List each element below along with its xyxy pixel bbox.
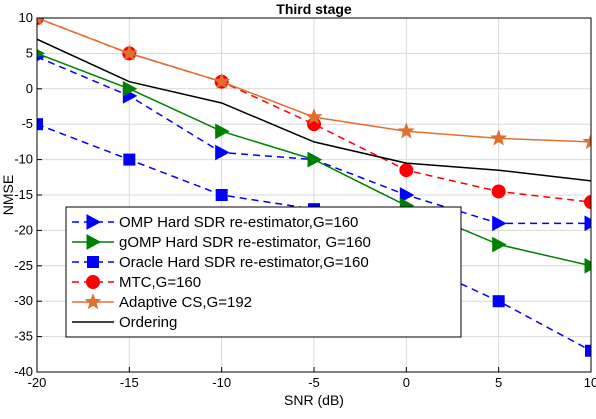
data-point [216,190,227,201]
series-mtc-g-160 [31,12,596,209]
y-tick-label: -15 [14,187,33,202]
legend-label: gOMP Hard SDR re-estimator, G=160 [119,234,371,251]
legend-marker [87,276,100,289]
y-tick-label: -35 [14,329,33,344]
y-tick-label: 0 [26,81,33,96]
y-tick-label: 10 [19,10,33,25]
legend-label: Oracle Hard SDR re-estimator,G=160 [119,254,369,271]
y-tick-label: -25 [14,258,33,273]
y-tick-label: -20 [14,222,33,237]
x-tick-label: -15 [120,375,139,390]
x-tick-label: 5 [495,375,502,390]
data-point [584,134,596,148]
y-tick-label: -40 [14,364,33,379]
data-point [492,185,505,198]
y-tick-label: -30 [14,293,33,308]
legend-label: Ordering [119,314,177,331]
y-axis-label: NMSE [0,175,16,215]
legend-label: MTC,G=160 [119,274,201,291]
legend: OMP Hard SDR re-estimator,G=160 gOMP Hard… [66,207,461,337]
x-tick-label: 10 [584,375,596,390]
y-tick-label: -10 [14,152,33,167]
y-tick-label: -5 [21,116,33,131]
legend-marker [88,257,99,268]
x-tick-label: 0 [403,375,410,390]
data-point [585,196,596,209]
y-tick-label: 5 [26,45,33,60]
data-point [493,296,504,307]
x-tick-label: -5 [308,375,320,390]
legend-item: MTC,G=160 [72,274,201,291]
data-point [400,164,413,177]
data-point [124,154,135,165]
x-tick-label: -10 [212,375,231,390]
legend-label: OMP Hard SDR re-estimator,G=160 [119,214,358,231]
chart-title: Third stage [276,1,352,17]
x-axis-label: SNR (dB) [284,392,344,408]
legend-label: Adaptive CS,G=192 [119,294,252,311]
